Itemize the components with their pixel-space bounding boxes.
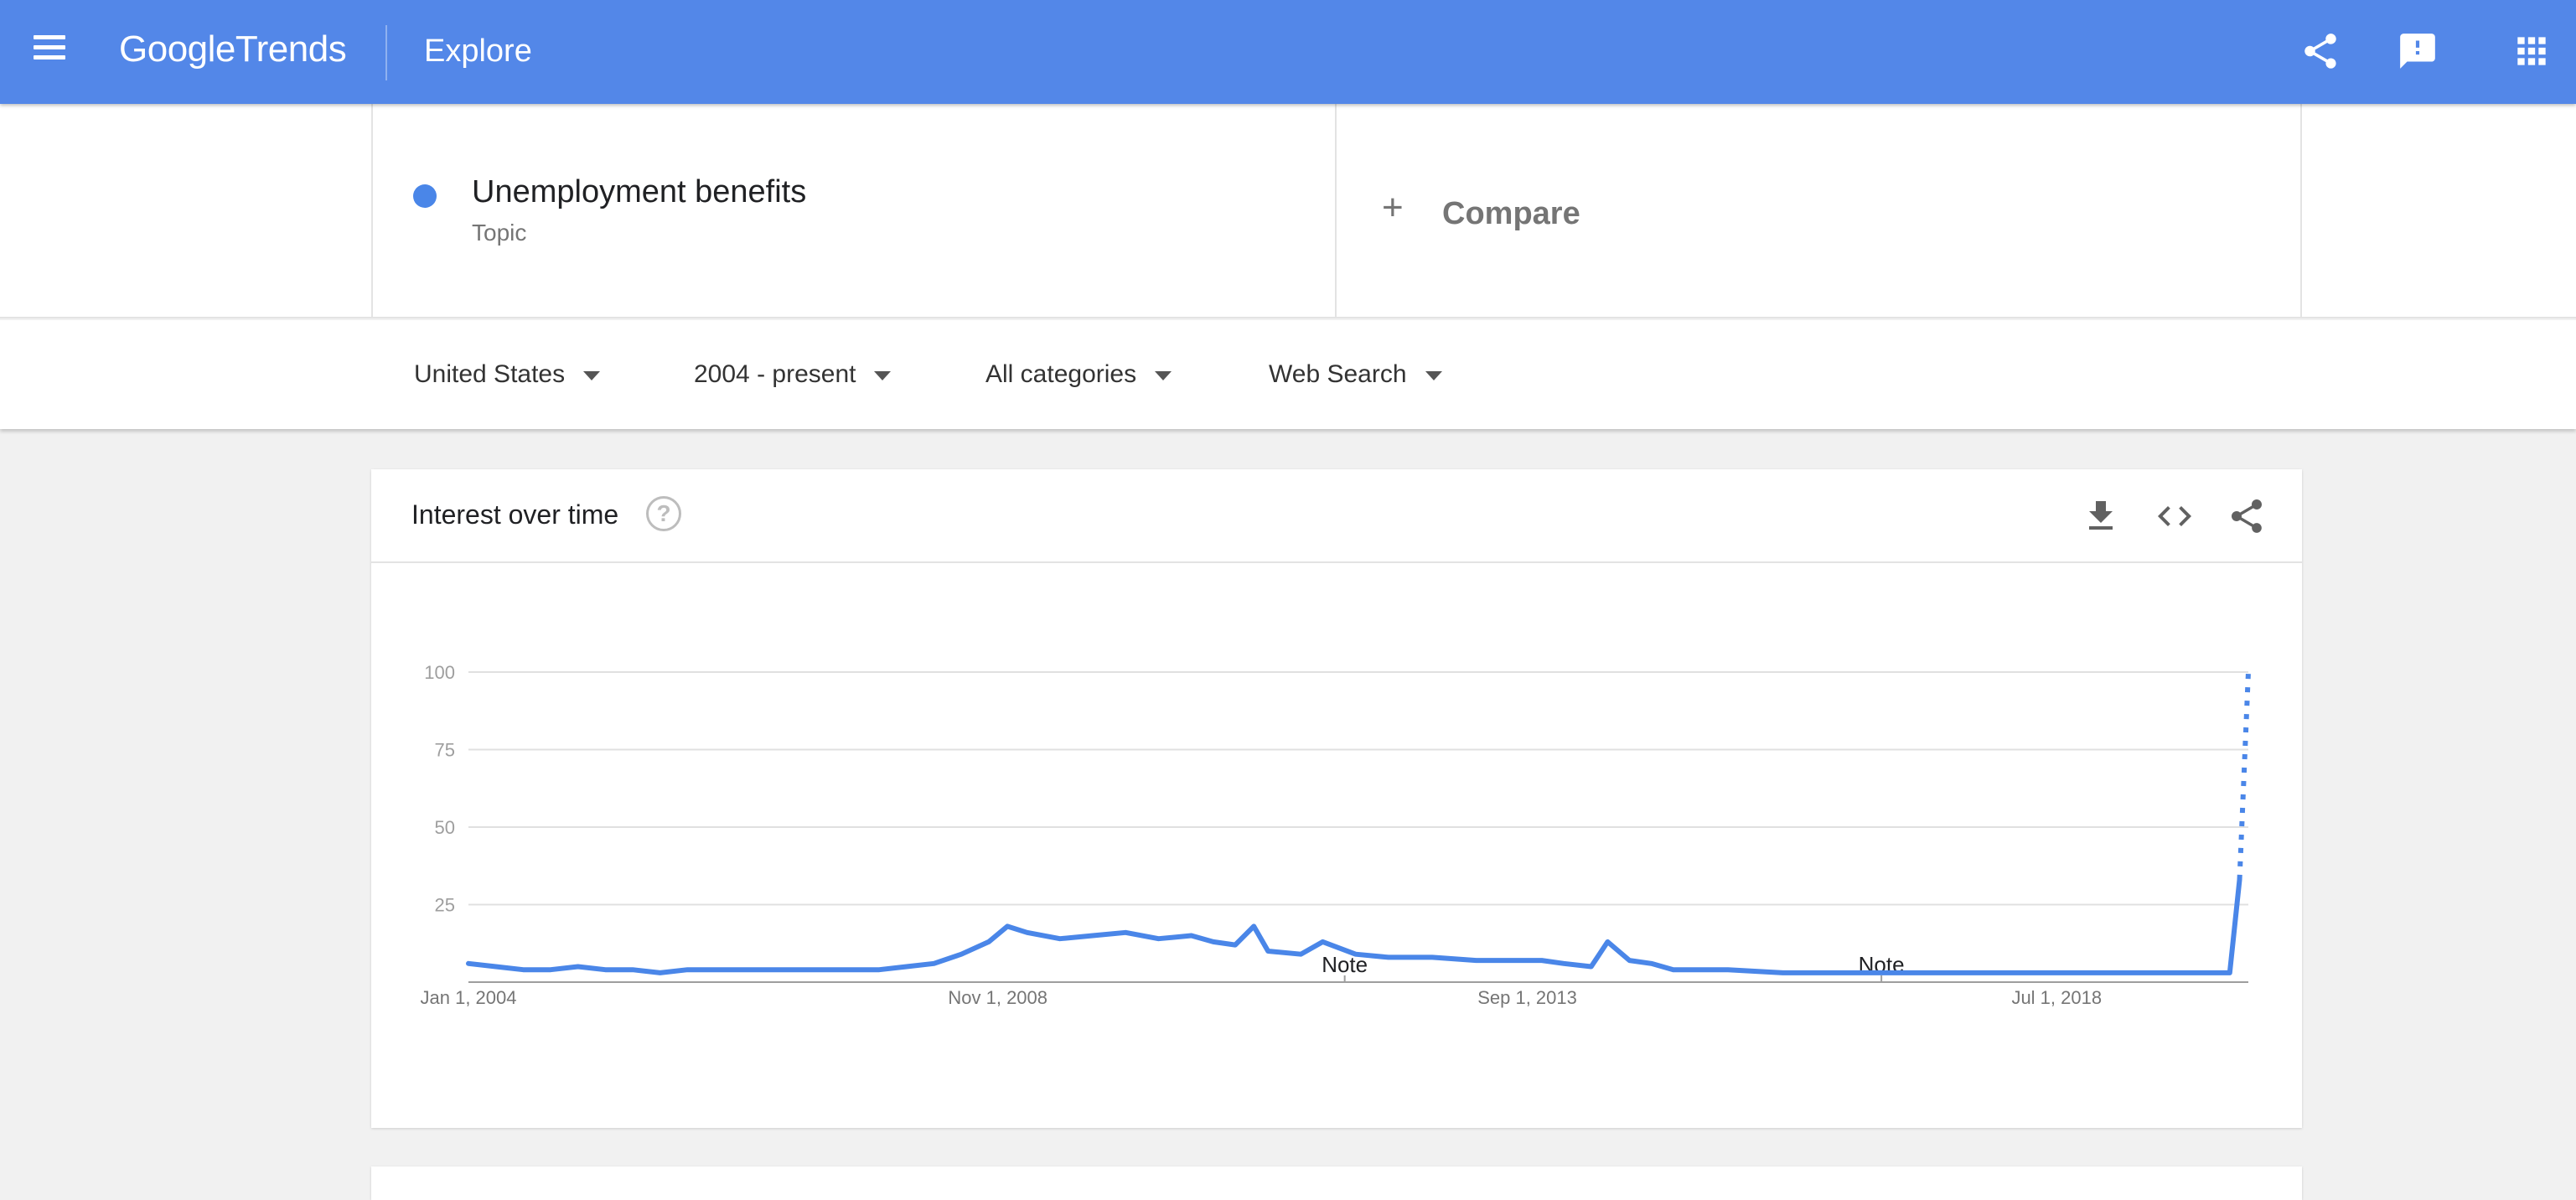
chevron-down-icon [583,370,601,380]
x-tick-label: Nov 1, 2008 [948,987,1047,1008]
interest-over-time-card: Interest over time ? 100 75 50 25 Jan 1, 200… [371,469,2302,1128]
chevron-down-icon [1155,370,1172,380]
menu-icon[interactable] [34,35,74,69]
time-range-value: 2004 - present [694,360,856,388]
region-value: United States [414,360,566,388]
y-tick-label: 25 [435,895,455,916]
category-value: All categories [985,360,1137,388]
partial-data-series-line [2237,671,2251,881]
page-title: Explore [424,34,532,69]
interest-series-line [466,877,2242,975]
logo-google: Google [119,28,235,70]
logo-trends: Trends [235,28,347,70]
chevron-down-icon [874,370,892,380]
region-dropdown[interactable]: United States [414,360,601,389]
compare-button[interactable]: + Compare [1337,104,2302,318]
y-tick-label: 75 [435,740,455,761]
share-icon[interactable] [2227,496,2267,536]
y-tick-label: 100 [424,662,455,683]
search-term-name[interactable]: Unemployment benefits [472,174,807,209]
search-term-card[interactable]: Unemployment benefits Topic [371,104,1337,318]
embed-icon[interactable] [2154,496,2195,536]
app-bar: GoogleTrends Explore [0,0,2576,104]
compare-label: Compare [1442,196,1580,231]
apps-icon[interactable] [2511,30,2553,72]
search-type-value: Web Search [1269,360,1407,388]
chevron-down-icon [1425,370,1442,380]
next-card [371,1166,2302,1200]
search-term-type: Topic [472,220,527,246]
card-header: Interest over time ? [371,469,2302,563]
y-tick-label: 50 [435,817,455,838]
share-icon[interactable] [2299,30,2341,72]
search-type-dropdown[interactable]: Web Search [1269,360,1442,389]
term-color-dot [413,184,437,208]
interest-line-chart[interactable]: 100 75 50 25 Jan 1, 2004 Nov 1, 2008 Sep 1, 20… [371,563,2302,1128]
feedback-icon[interactable] [2397,30,2439,72]
plus-icon: + [1382,187,1404,228]
appbar-divider [385,25,387,80]
google-trends-logo[interactable]: GoogleTrends [119,28,347,70]
help-icon[interactable]: ? [646,496,681,531]
time-range-dropdown[interactable]: 2004 - present [694,360,892,389]
filter-bar: United States 2004 - present All categor… [0,320,2576,429]
x-tick-label: Jul 1, 2018 [2011,987,2102,1008]
category-dropdown[interactable]: All categories [985,360,1172,389]
x-tick-label: Jan 1, 2004 [421,987,517,1008]
card-title: Interest over time [411,499,619,530]
x-tick-label: Sep 1, 2013 [1477,987,1577,1008]
download-icon[interactable] [2081,496,2121,536]
search-terms-row: Unemployment benefits Topic + Compare [0,104,2576,318]
